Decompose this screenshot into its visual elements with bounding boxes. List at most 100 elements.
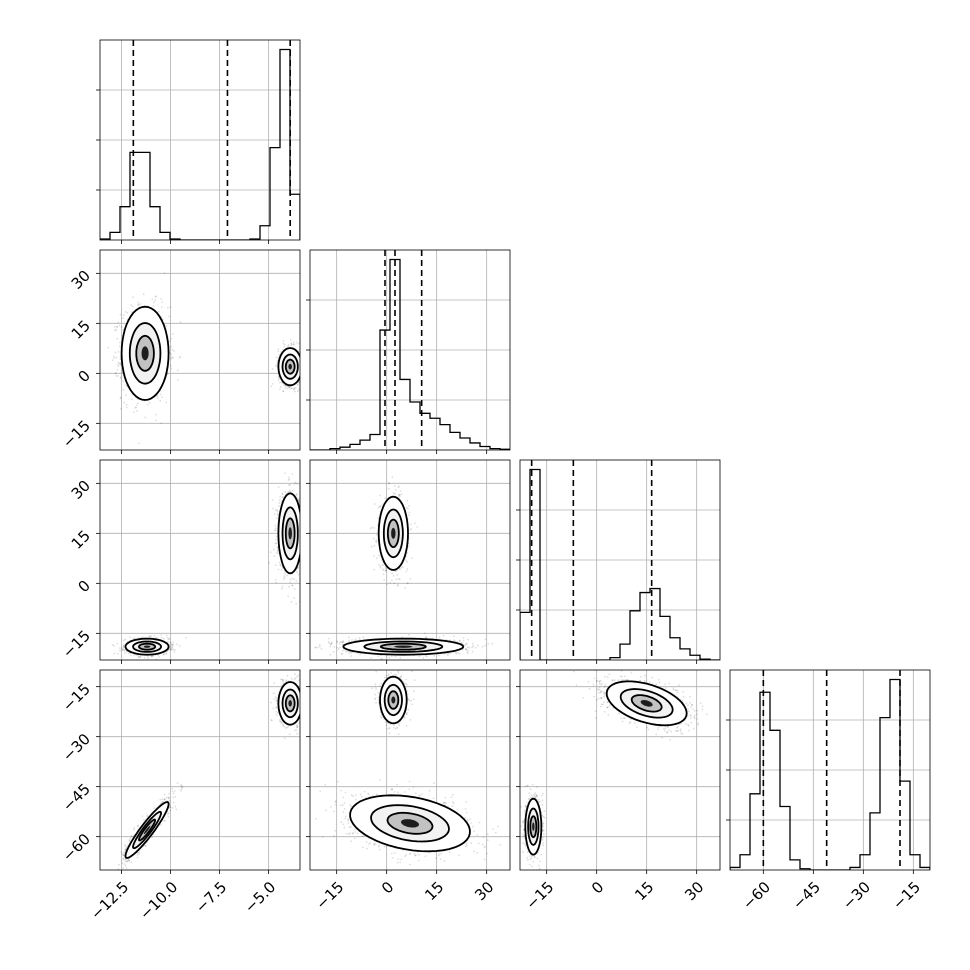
- scatter-point: [392, 574, 395, 577]
- scatter-point: [111, 643, 114, 646]
- scatter-point: [116, 337, 119, 340]
- scatter-point: [399, 657, 402, 659]
- scatter-point: [378, 554, 380, 557]
- scatter-point: [329, 653, 332, 656]
- scatter-point: [139, 656, 141, 659]
- scatter-point: [297, 498, 300, 501]
- scatter-point: [161, 301, 164, 304]
- scatter-point: [97, 341, 99, 343]
- scatter-point: [140, 655, 143, 657]
- y-tick-label: 15: [68, 317, 94, 343]
- scatter-point: [271, 499, 274, 502]
- scatter-point: [122, 388, 125, 391]
- scatter-point: [296, 383, 299, 386]
- scatter-point: [387, 487, 390, 490]
- scatter-point: [301, 549, 303, 551]
- scatter-point: [384, 497, 387, 500]
- scatter-point: [399, 494, 401, 496]
- scatter-point: [378, 505, 381, 508]
- histogram-step: [310, 258, 510, 450]
- scatter-point: [291, 584, 294, 587]
- scatter-points: [111, 472, 309, 660]
- scatter-point: [287, 476, 290, 479]
- scatter-point: [165, 652, 168, 655]
- scatter-point: [465, 648, 468, 651]
- scatter-point: [151, 655, 153, 657]
- scatter-point: [159, 393, 162, 396]
- scatter-point: [168, 315, 171, 318]
- scatter-point: [376, 557, 378, 560]
- scatter-point: [381, 569, 384, 572]
- scatter-point: [389, 582, 392, 584]
- scatter-point: [270, 385, 273, 388]
- scatter-point: [407, 507, 409, 510]
- scatter-point: [275, 564, 277, 567]
- scatter-point: [121, 647, 123, 650]
- scatter-point: [116, 363, 119, 366]
- histogram-step: [100, 48, 300, 240]
- scatter-point: [290, 343, 293, 346]
- scatter-point: [306, 355, 308, 357]
- scatter-point: [300, 531, 302, 533]
- scatter-point: [130, 311, 133, 313]
- scatter-point: [462, 640, 465, 642]
- scatter-point: [171, 643, 174, 646]
- scatter-point: [425, 636, 428, 638]
- scatter-point: [151, 655, 154, 658]
- scatter-point: [135, 406, 138, 409]
- scatter-point: [169, 648, 171, 651]
- scatter-point: [281, 382, 283, 384]
- scatter-point: [303, 363, 305, 365]
- scatter-point: [154, 299, 157, 302]
- scatter-point: [169, 306, 172, 308]
- scatter-point: [424, 632, 426, 635]
- scatter-point: [307, 525, 309, 527]
- scatter-point: [414, 522, 416, 524]
- scatter-point: [279, 386, 282, 389]
- scatter-point: [406, 582, 409, 585]
- scatter-point: [155, 395, 158, 398]
- scatter-point: [296, 384, 299, 386]
- scatter-point: [278, 377, 281, 380]
- scatter-point: [160, 634, 163, 636]
- scatter-point: [283, 343, 286, 346]
- axes-frame: [99, 459, 301, 661]
- scatter-point: [114, 329, 116, 332]
- scatter-point: [277, 552, 280, 555]
- scatter-point: [332, 650, 335, 653]
- scatter-point: [114, 372, 117, 375]
- scatter-point: [133, 411, 136, 413]
- scatter-point: [278, 505, 281, 507]
- scatter-point: [112, 355, 115, 358]
- scatter-point: [410, 528, 413, 530]
- scatter-point: [394, 489, 397, 491]
- scatter-point: [148, 635, 150, 638]
- scatter-point: [277, 350, 280, 353]
- scatter-point: [304, 366, 306, 368]
- scatter-point: [303, 378, 305, 380]
- scatter-point: [132, 305, 134, 308]
- scatter-point: [165, 634, 168, 637]
- scatter-point: [301, 353, 303, 355]
- scatter-point: [301, 520, 303, 522]
- scatter-point: [298, 381, 300, 384]
- scatter-point: [275, 364, 277, 367]
- density-contour: [141, 346, 149, 361]
- scatter-point: [291, 473, 294, 475]
- scatter-point: [122, 317, 124, 319]
- scatter-point: [382, 568, 385, 571]
- scatter-point: [301, 357, 303, 359]
- scatter-point: [303, 515, 305, 517]
- scatter-point: [170, 644, 173, 647]
- scatter-point: [131, 398, 133, 401]
- scatter-point: [170, 364, 172, 367]
- scatter-point: [400, 566, 403, 569]
- scatter-point: [295, 602, 298, 605]
- scatter-point: [275, 581, 278, 584]
- scatter-point: [281, 492, 284, 495]
- scatter-point: [284, 387, 287, 390]
- scatter-point: [172, 648, 175, 651]
- scatter-point: [144, 416, 147, 419]
- scatter-point: [293, 597, 296, 599]
- scatter-point: [382, 564, 385, 566]
